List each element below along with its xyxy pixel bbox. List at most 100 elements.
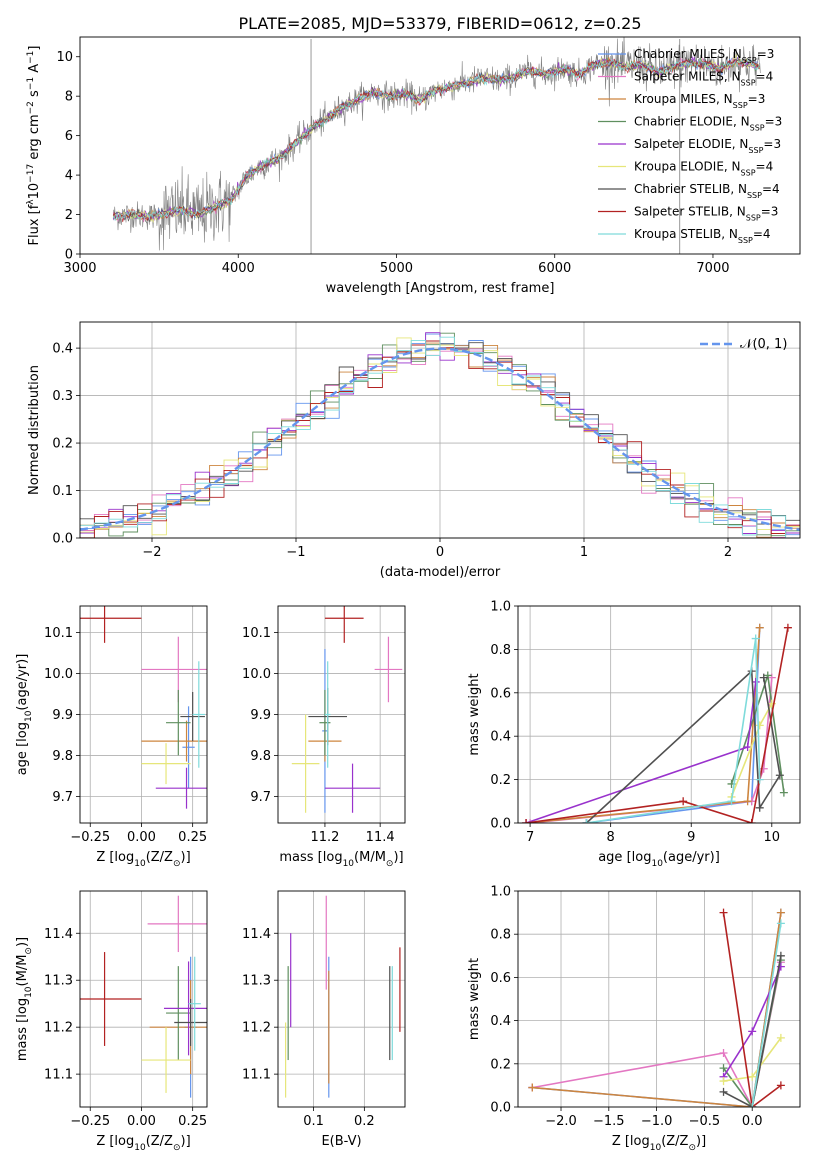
- x-tick-label: 6000: [538, 261, 571, 276]
- legend-entry: Kroupa STELIB, NSSP=4: [634, 227, 771, 245]
- y-tick-label: 0.0: [490, 817, 511, 832]
- plot-area-residuals: [80, 332, 800, 538]
- y-tick-label: 11.4: [242, 927, 271, 942]
- gaussian-reference: [80, 347, 800, 531]
- weight-marker: [779, 788, 788, 797]
- y-tick-label: 0.8: [490, 928, 511, 943]
- weight-marker: [776, 919, 785, 928]
- x-axis-label: Z [log10(Z/Z⊙)]: [96, 850, 190, 869]
- weight-line-7: [722, 912, 782, 1107]
- axes-frame: [79, 36, 801, 255]
- weight-marker: [755, 623, 764, 632]
- legend-entry: Salpeter ELODIE, NSSP=3: [634, 137, 781, 155]
- y-tick-label: 2: [65, 208, 73, 223]
- axes-frame: [517, 890, 801, 1108]
- y-tick-label: 0.0: [490, 1101, 511, 1116]
- weight-marker: [743, 743, 752, 752]
- x-axis-label: Z [log10(Z/Z⊙)]: [612, 1134, 706, 1153]
- weight-line-2: [532, 912, 782, 1107]
- y-tick-label: 11.2: [44, 1021, 73, 1036]
- weight-marker: [759, 673, 768, 682]
- y-tick-label: 9.9: [250, 708, 271, 723]
- y-tick-label: 9.9: [52, 708, 73, 723]
- weight-marker: [719, 1064, 728, 1073]
- plot-area-mass-weight-vs-Z: [528, 908, 785, 1107]
- model-line-6: [112, 57, 760, 223]
- y-tick-label: 11.3: [44, 974, 73, 989]
- panel-age-vs-Z: −0.25 0.00 0.25 9.7 9.8 9.9 10.0 10.1 Z [log10(Z…: [15, 605, 208, 869]
- x-axis-label: wavelength [Angstrom, rest frame]: [326, 281, 555, 296]
- y-axis-label: age [log10(age/yr)]: [15, 654, 34, 776]
- legend-entry: Kroupa ELODIE, NSSP=4: [634, 160, 773, 178]
- weight-marker: [743, 797, 752, 806]
- x-tick-label: 0.25: [178, 1114, 207, 1129]
- y-tick-label: 0.4: [490, 730, 511, 745]
- weight-marker: [719, 1087, 728, 1096]
- y-tick-label: 4: [65, 169, 73, 184]
- legend-entry: Chabrier STELIB, NSSP=4: [634, 182, 780, 200]
- y-tick-label: 0.6: [490, 971, 511, 986]
- panel-spectrum: 3000 4000 5000 6000 7000 0 2 4 6 8 10 wavelength [A…: [26, 36, 801, 296]
- x-tick-label: 8: [607, 830, 615, 845]
- x-tick-label: 3000: [63, 261, 96, 276]
- y-tick-label: 0.2: [490, 1057, 511, 1072]
- y-tick-label: 1.0: [490, 600, 511, 615]
- x-tick-label: −0.5: [689, 1114, 721, 1129]
- weight-marker: [783, 623, 792, 632]
- y-tick-label: 0: [65, 248, 73, 263]
- y-tick-label: 10.1: [44, 626, 73, 641]
- gaussian-legend-label: 𝒩(0, 1): [740, 337, 787, 352]
- y-tick-label: 11.2: [242, 1021, 271, 1036]
- plot-area-mass-weight-vs-age: [522, 623, 792, 823]
- weight-line-2: [526, 627, 761, 823]
- weight-marker: [775, 771, 784, 780]
- x-tick-label: 0.00: [127, 830, 156, 845]
- legend-entry: Salpeter STELIB, NSSP=3: [634, 205, 778, 223]
- weight-marker: [755, 775, 764, 784]
- weight-marker: [747, 819, 756, 823]
- x-tick-label: 7: [526, 830, 534, 845]
- y-tick-label: 9.7: [250, 790, 271, 805]
- axes-frame: [517, 605, 801, 824]
- x-tick-label: −1.5: [593, 1114, 625, 1129]
- x-tick-label: 0: [436, 545, 444, 560]
- x-tick-label: −0.25: [70, 1114, 110, 1129]
- y-tick-label: 11.1: [242, 1068, 271, 1083]
- x-tick-label: 5000: [380, 261, 413, 276]
- panel-mass-weight-vs-Z: −2.0 −1.5 −1.0 −0.5 0.0 0.0 0.2 0.4 0.6 0.8 1.0 Z […: [467, 885, 801, 1153]
- plot-area-age-vs-Z: [80, 606, 207, 809]
- axes-frame: [277, 605, 406, 824]
- plot-area-spectrum: [112, 37, 761, 254]
- weight-marker: [776, 1081, 785, 1090]
- y-tick-label: 0.6: [490, 686, 511, 701]
- panel-mass-vs-Z: −0.25 0.00 0.25 11.1 11.2 11.3 11.4 Z [log10(Z/…: [15, 890, 208, 1153]
- weight-marker: [763, 671, 772, 680]
- y-axis-label: mass [log10(M/M⊙)]: [15, 937, 34, 1061]
- weight-marker: [748, 1072, 757, 1081]
- x-tick-label: 0.2: [354, 1114, 375, 1129]
- legend-entry: Kroupa MILES, NSSP=3: [634, 92, 765, 110]
- y-tick-label: 9.7: [52, 790, 73, 805]
- y-tick-label: 1.0: [490, 885, 511, 900]
- model-line-8: [112, 58, 760, 222]
- y-tick-label: 0.0: [52, 532, 73, 547]
- x-tick-label: −1: [286, 545, 305, 560]
- model-line-4: [112, 55, 760, 221]
- x-tick-label: 0.25: [178, 830, 207, 845]
- axes-frame: [79, 605, 208, 824]
- x-tick-label: −1.0: [641, 1114, 673, 1129]
- panel-mass-vs-EBV: 0.1 0.2 11.1 11.2 11.3 11.4 E(B-V): [242, 890, 406, 1149]
- weight-marker: [767, 673, 776, 682]
- y-axis-label: mass weight: [467, 673, 482, 755]
- y-axis-label: mass weight: [467, 958, 482, 1040]
- plot-area-age-vs-mass: [291, 606, 403, 813]
- plot-area-mass-vs-EBV: [285, 895, 401, 1098]
- y-tick-label: 9.8: [52, 749, 73, 764]
- y-tick-label: 10.0: [242, 667, 271, 682]
- y-axis-label: Flux [fλ10−17 erg cm−2 s−1 A−1]: [26, 46, 42, 246]
- legend-entry: Salpeter MILES, NSSP=4: [634, 70, 773, 88]
- x-tick-label: −2.0: [545, 1114, 577, 1129]
- x-axis-label: age [log10(age/yr)]: [598, 850, 720, 869]
- y-axis-label: Normed distribution: [27, 365, 42, 495]
